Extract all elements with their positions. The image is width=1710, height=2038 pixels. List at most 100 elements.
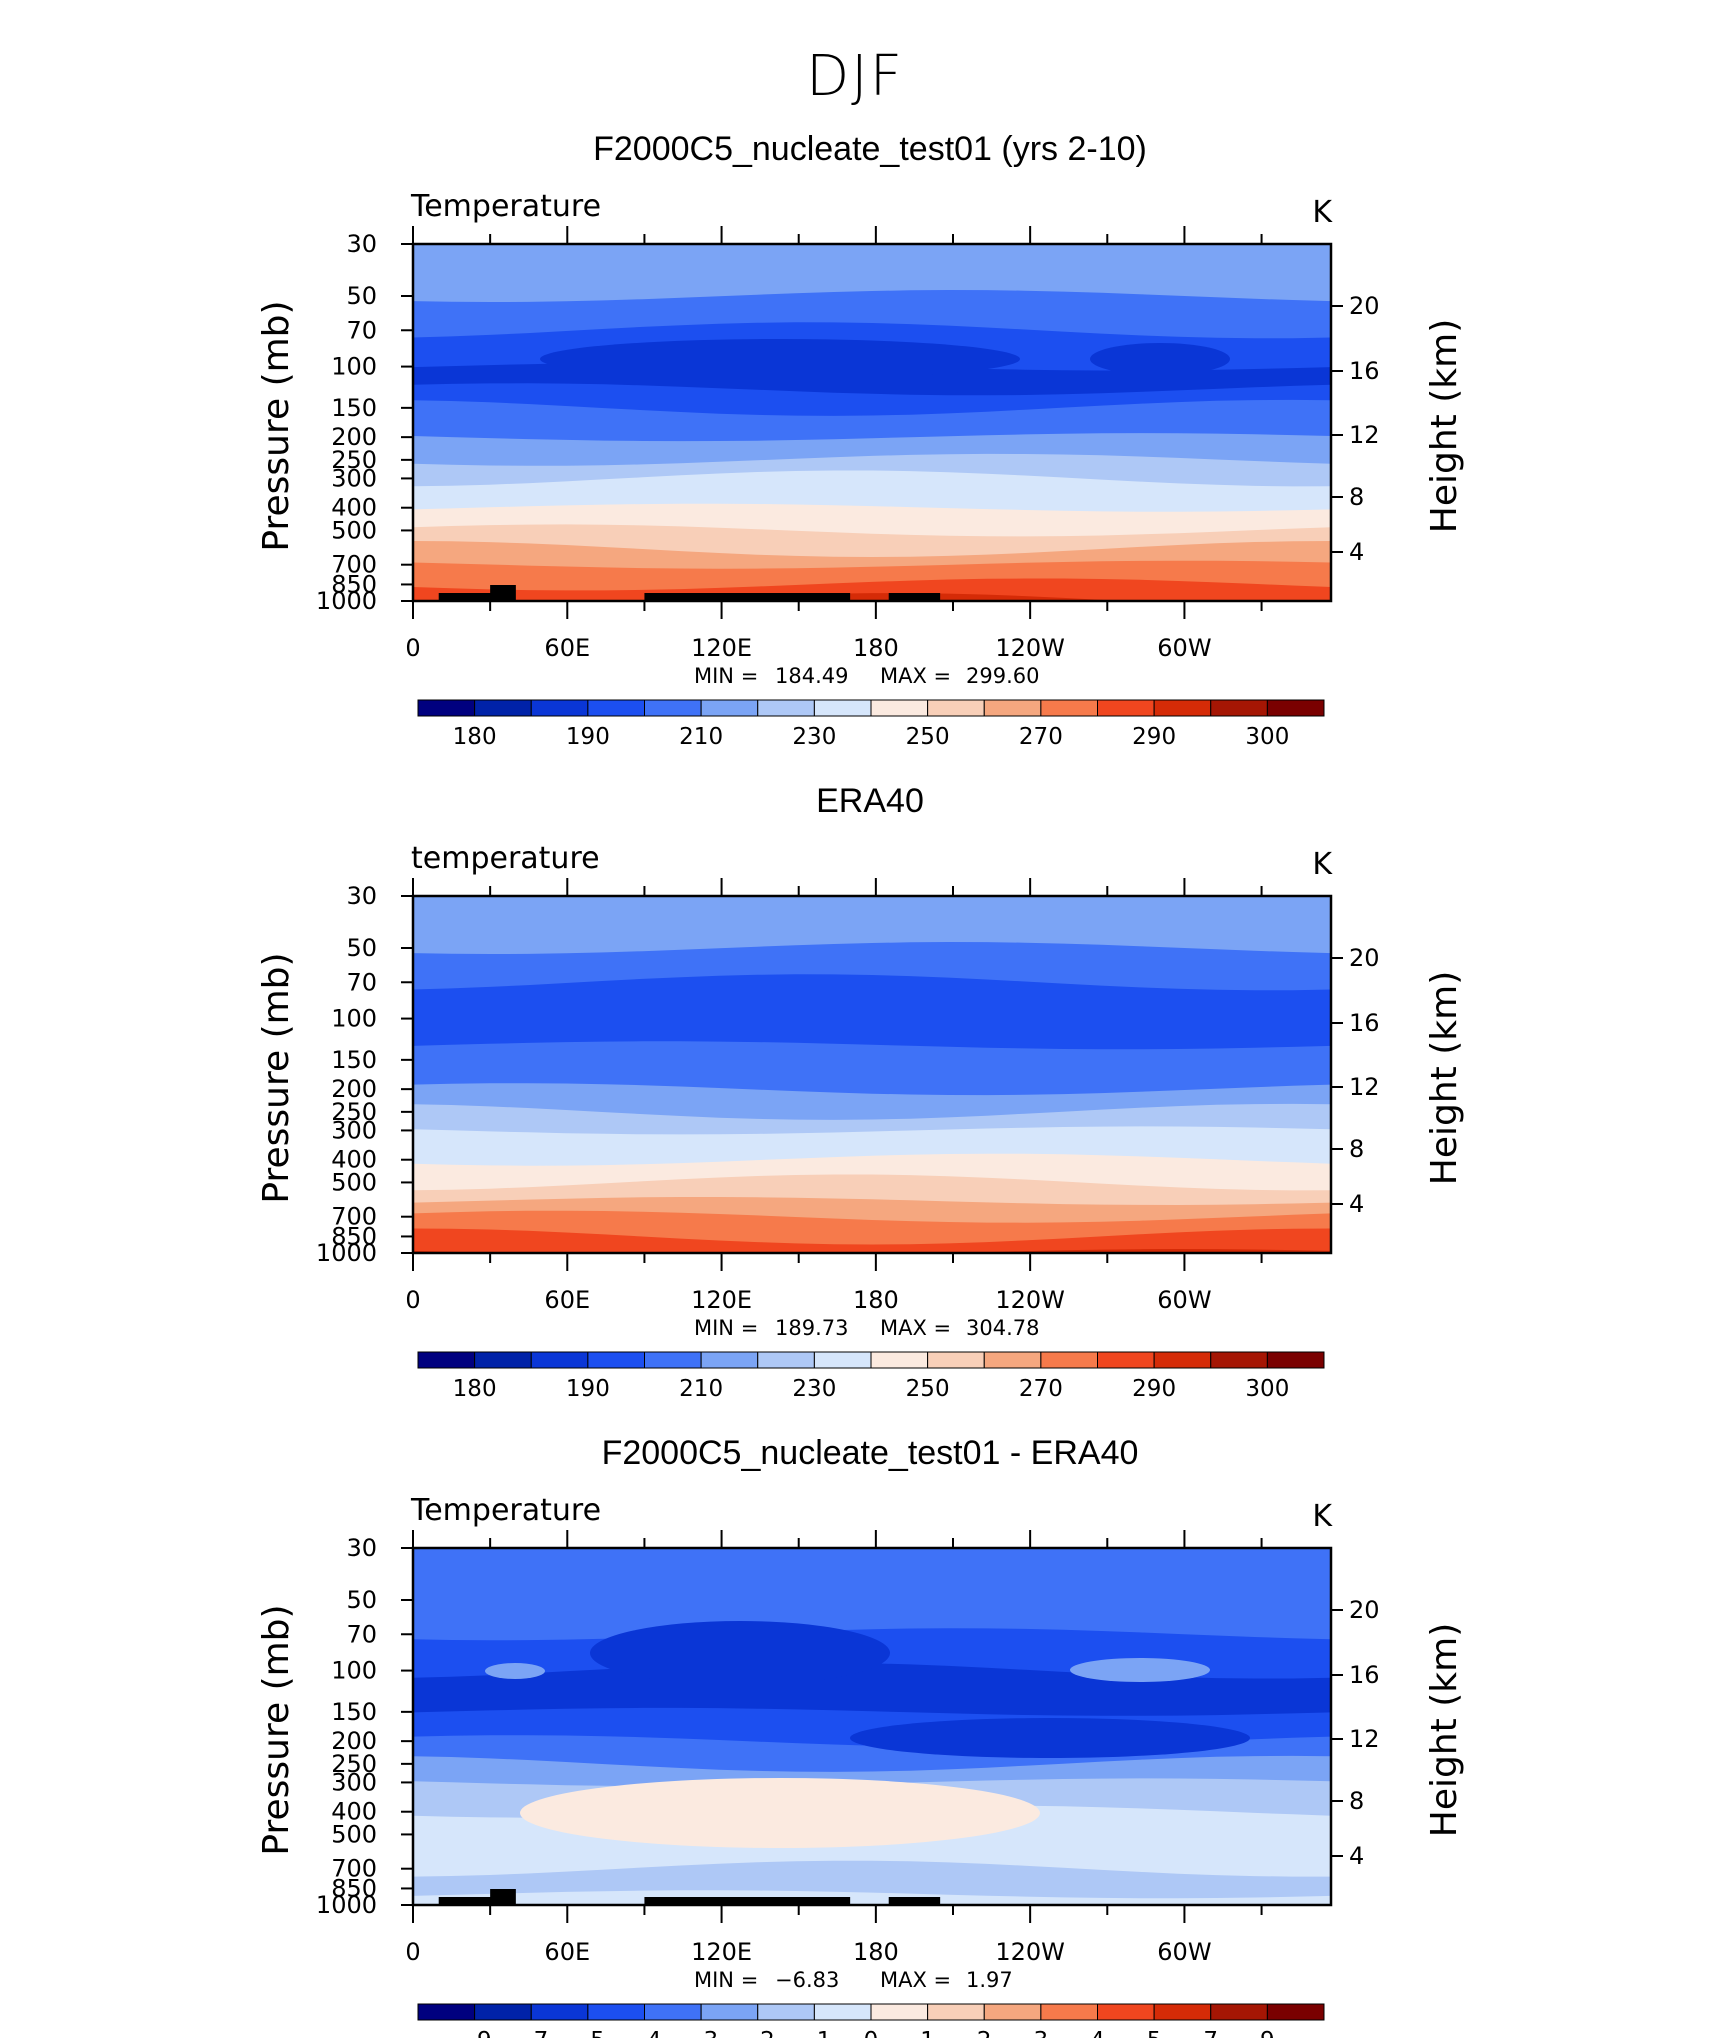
colorbar-box	[983, 699, 1042, 717]
colorbar-box	[587, 1351, 645, 1369]
pressure-tick-label: 1000	[316, 1891, 377, 1919]
colorbar-label: 250	[906, 724, 950, 750]
topography-mask	[490, 585, 516, 601]
height-tick-label: 4	[1349, 1190, 1364, 1218]
lon-tick-label: 180	[853, 1938, 899, 1966]
pressure-tick-label: 300	[331, 464, 377, 492]
colorbar-box	[757, 699, 815, 717]
pressure-tick-label: 500	[331, 1168, 377, 1196]
contour-band	[413, 1890, 1331, 1905]
colorbar-box	[757, 2003, 815, 2021]
colorbar-label: 210	[679, 724, 723, 750]
colorbar-box	[1210, 2003, 1268, 2021]
y2-axis-label: Height (km)	[1424, 971, 1465, 1185]
max-label: MAX =	[880, 1968, 951, 1992]
panel-title: F2000C5_nucleate_test01 (yrs 2-10)	[593, 130, 1147, 168]
colorbar-box	[530, 2003, 589, 2021]
pressure-tick-label: 150	[331, 394, 377, 422]
contour-anomaly	[590, 1621, 890, 1685]
pressure-tick-label: 150	[331, 1698, 377, 1726]
colorbar-box	[474, 1351, 532, 1369]
height-tick-label: 20	[1349, 292, 1380, 320]
min-value: 184.49	[775, 664, 848, 688]
colorbar-label: 230	[792, 1376, 836, 1402]
panel-3	[401, 1530, 1343, 2021]
colorbar-box	[1040, 2003, 1098, 2021]
variable-label: Temperature	[410, 189, 601, 224]
colorbar-box	[474, 2003, 532, 2021]
variable-label: Temperature	[410, 1493, 601, 1528]
colorbar-label: 1	[920, 2028, 935, 2038]
colorbar	[417, 1351, 1325, 1369]
y-axis-label: Pressure (mb)	[256, 952, 297, 1203]
y2-axis-label: Height (km)	[1424, 319, 1465, 533]
pressure-tick-label: 500	[331, 516, 377, 544]
topography-mask	[644, 593, 851, 601]
contour-anomaly	[850, 1718, 1250, 1758]
colorbar-box	[587, 699, 645, 717]
colorbar-box	[1153, 1351, 1212, 1369]
colorbar-label: 4	[1090, 2028, 1105, 2038]
colorbar-label: 0	[864, 2028, 879, 2038]
colorbar-box	[927, 1351, 985, 1369]
colorbar	[417, 699, 1325, 717]
contour-band	[413, 578, 1331, 601]
pressure-tick-label: 1000	[316, 1239, 377, 1267]
lon-tick-label: 0	[405, 1938, 420, 1966]
max-value: 1.97	[966, 1968, 1013, 1992]
height-tick-label: 20	[1349, 1596, 1380, 1624]
height-tick-label: 8	[1349, 1135, 1364, 1163]
colorbar-label: −2	[741, 2028, 775, 2038]
contour-band	[413, 1228, 1331, 1253]
colorbar-label: 7	[1203, 2028, 1218, 2038]
pressure-tick-label: 200	[331, 1075, 377, 1103]
colorbar-box	[983, 1351, 1042, 1369]
topography-mask	[490, 1889, 516, 1905]
colorbar-label: 180	[453, 1376, 497, 1402]
colorbar-label: −4	[628, 2028, 662, 2038]
colorbar-box	[700, 699, 759, 717]
colorbar-box	[1097, 2003, 1155, 2021]
lon-tick-label: 60W	[1157, 1938, 1211, 1966]
colorbar-label: 210	[679, 1376, 723, 1402]
lon-tick-label: 60E	[544, 1938, 590, 1966]
pressure-tick-label: 200	[331, 423, 377, 451]
pressure-tick-label: 30	[346, 1534, 377, 1562]
colorbar-box	[417, 1351, 476, 1369]
max-label: MAX =	[880, 1316, 951, 1340]
colorbar	[417, 2003, 1325, 2021]
colorbar-label: 250	[906, 1376, 950, 1402]
colorbar-label: 2	[977, 2028, 992, 2038]
height-tick-label: 4	[1349, 538, 1364, 566]
colorbar-label: 300	[1245, 1376, 1289, 1402]
colorbar-box	[1266, 1351, 1325, 1369]
pressure-tick-label: 200	[331, 1727, 377, 1755]
lon-tick-label: 120E	[691, 634, 752, 662]
y2-axis-label: Height (km)	[1424, 1623, 1465, 1837]
pressure-tick-label: 250	[331, 446, 377, 474]
max-value: 304.78	[966, 1316, 1039, 1340]
lon-tick-label: 180	[853, 1286, 899, 1314]
height-tick-label: 8	[1349, 1787, 1364, 1815]
plot-frame	[411, 894, 1333, 1255]
height-tick-label: 20	[1349, 944, 1380, 972]
panel-2	[401, 878, 1343, 1369]
colorbar-box	[1266, 699, 1325, 717]
colorbar-box	[530, 699, 589, 717]
colorbar-box	[644, 699, 702, 717]
colorbar-label: 270	[1019, 724, 1063, 750]
colorbar-box	[927, 2003, 985, 2021]
pressure-tick-label: 30	[346, 882, 377, 910]
pressure-tick-label: 150	[331, 1046, 377, 1074]
colorbar-box	[474, 699, 532, 717]
topography-mask	[888, 1897, 941, 1905]
min-value: 189.73	[775, 1316, 848, 1340]
colorbar-label: −9	[458, 2028, 492, 2038]
colorbar-box	[870, 699, 929, 717]
colorbar-box	[813, 1351, 872, 1369]
pressure-tick-label: 700	[331, 1203, 377, 1231]
variable-label: temperature	[411, 841, 600, 876]
contour-core	[540, 339, 1020, 379]
lon-tick-label: 60E	[544, 1286, 590, 1314]
